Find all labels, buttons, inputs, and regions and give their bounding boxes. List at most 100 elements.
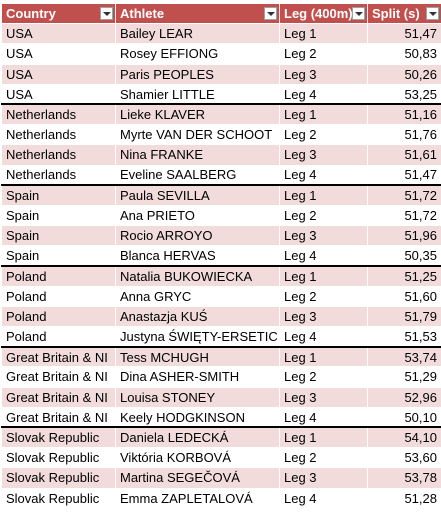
cell-split[interactable]: 51,96 <box>367 225 441 247</box>
cell-split[interactable]: 51,72 <box>367 184 441 206</box>
cell-country[interactable]: Slovak Republic <box>1 426 116 449</box>
cell-leg[interactable]: Leg 4 <box>279 164 368 186</box>
column-header-leg[interactable]: Leg (400m) <box>279 2 368 25</box>
cell-split[interactable]: 51,72 <box>367 204 441 227</box>
cell-split[interactable]: 51,79 <box>367 305 441 328</box>
cell-country[interactable]: Poland <box>1 325 116 348</box>
cell-leg[interactable]: Leg 3 <box>279 386 368 408</box>
cell-country[interactable]: Great Britain & NI <box>1 366 116 388</box>
cell-leg[interactable]: Leg 3 <box>279 63 368 85</box>
cell-country[interactable]: Slovak Republic <box>1 467 116 489</box>
cell-country[interactable]: Poland <box>1 285 116 307</box>
cell-leg[interactable]: Leg 1 <box>279 184 368 206</box>
cell-athlete[interactable]: Martina SEGEČOVÁ <box>115 467 280 489</box>
cell-split[interactable]: 53,25 <box>367 83 441 105</box>
cell-split[interactable]: 51,53 <box>367 325 441 348</box>
cell-leg[interactable]: Leg 3 <box>279 225 368 247</box>
cell-leg[interactable]: Leg 3 <box>279 467 368 489</box>
cell-leg[interactable]: Leg 3 <box>279 144 368 166</box>
cell-split[interactable]: 51,47 <box>367 23 441 45</box>
cell-athlete[interactable]: Natalia BUKOWIECKA <box>115 264 280 287</box>
cell-split[interactable]: 51,28 <box>367 487 441 509</box>
cell-split[interactable]: 50,83 <box>367 43 441 65</box>
cell-country[interactable]: Slovak Republic <box>1 487 116 509</box>
cell-split[interactable]: 50,10 <box>367 406 441 428</box>
cell-leg[interactable]: Leg 1 <box>279 264 368 287</box>
cell-athlete[interactable]: Anna GRYC <box>115 285 280 307</box>
cell-split[interactable]: 51,25 <box>367 264 441 287</box>
cell-split[interactable]: 50,35 <box>367 245 441 267</box>
cell-athlete[interactable]: Dina ASHER-SMITH <box>115 366 280 388</box>
cell-country[interactable]: Spain <box>1 204 116 227</box>
cell-athlete[interactable]: Eveline SAALBERG <box>115 164 280 186</box>
cell-split[interactable]: 54,10 <box>367 426 441 449</box>
cell-leg[interactable]: Leg 1 <box>279 23 368 45</box>
cell-split[interactable]: 51,47 <box>367 164 441 186</box>
cell-split[interactable]: 51,60 <box>367 285 441 307</box>
cell-athlete[interactable]: Tess MCHUGH <box>115 345 280 368</box>
cell-split[interactable]: 51,76 <box>367 124 441 146</box>
cell-leg[interactable]: Leg 3 <box>279 305 368 328</box>
cell-leg[interactable]: Leg 2 <box>279 285 368 307</box>
cell-country[interactable]: Great Britain & NI <box>1 386 116 408</box>
cell-split[interactable]: 53,60 <box>367 447 441 469</box>
cell-leg[interactable]: Leg 4 <box>279 83 368 105</box>
cell-country[interactable]: Slovak Republic <box>1 447 116 469</box>
cell-athlete[interactable]: Blanca HERVAS <box>115 245 280 267</box>
cell-athlete[interactable]: Shamier LITTLE <box>115 83 280 105</box>
cell-athlete[interactable]: Viktória KORBOVÁ <box>115 447 280 469</box>
filter-dropdown-icon[interactable] <box>264 7 277 20</box>
cell-athlete[interactable]: Paula SEVILLA <box>115 184 280 206</box>
cell-country[interactable]: Spain <box>1 184 116 206</box>
cell-split[interactable]: 53,78 <box>367 467 441 489</box>
cell-leg[interactable]: Leg 1 <box>279 345 368 368</box>
cell-athlete[interactable]: Paris PEOPLES <box>115 63 280 85</box>
cell-country[interactable]: Netherlands <box>1 164 116 186</box>
cell-country[interactable]: USA <box>1 23 116 45</box>
cell-country[interactable]: Poland <box>1 264 116 287</box>
filter-dropdown-icon[interactable] <box>426 7 439 20</box>
cell-leg[interactable]: Leg 2 <box>279 43 368 65</box>
cell-split[interactable]: 53,74 <box>367 345 441 368</box>
cell-athlete[interactable]: Rosey EFFIONG <box>115 43 280 65</box>
cell-leg[interactable]: Leg 1 <box>279 103 368 126</box>
cell-leg[interactable]: Leg 4 <box>279 487 368 509</box>
cell-leg[interactable]: Leg 2 <box>279 204 368 227</box>
cell-country[interactable]: Netherlands <box>1 144 116 166</box>
cell-leg[interactable]: Leg 1 <box>279 426 368 449</box>
cell-split[interactable]: 52,96 <box>367 386 441 408</box>
cell-country[interactable]: Spain <box>1 245 116 267</box>
cell-athlete[interactable]: Lieke KLAVER <box>115 103 280 126</box>
cell-leg[interactable]: Leg 2 <box>279 124 368 146</box>
cell-athlete[interactable]: Emma ZAPLETALOVÁ <box>115 487 280 509</box>
column-header-country[interactable]: Country <box>1 2 116 25</box>
cell-country[interactable]: Poland <box>1 305 116 328</box>
cell-leg[interactable]: Leg 2 <box>279 366 368 388</box>
cell-country[interactable]: Netherlands <box>1 103 116 126</box>
column-header-split[interactable]: Split (s) <box>367 2 441 25</box>
cell-country[interactable]: USA <box>1 43 116 65</box>
cell-split[interactable]: 51,16 <box>367 103 441 126</box>
cell-athlete[interactable]: Ana PRIETO <box>115 204 280 227</box>
cell-country[interactable]: Great Britain & NI <box>1 406 116 428</box>
cell-split[interactable]: 51,29 <box>367 366 441 388</box>
filter-dropdown-icon[interactable] <box>100 7 113 20</box>
cell-leg[interactable]: Leg 2 <box>279 447 368 469</box>
cell-athlete[interactable]: Louisa STONEY <box>115 386 280 408</box>
cell-country[interactable]: USA <box>1 83 116 105</box>
cell-athlete[interactable]: Daniela LEDECKÁ <box>115 426 280 449</box>
cell-split[interactable]: 50,26 <box>367 63 441 85</box>
cell-country[interactable]: Netherlands <box>1 124 116 146</box>
cell-leg[interactable]: Leg 4 <box>279 325 368 348</box>
cell-split[interactable]: 51,61 <box>367 144 441 166</box>
cell-athlete[interactable]: Bailey LEAR <box>115 23 280 45</box>
cell-athlete[interactable]: Nina FRANKE <box>115 144 280 166</box>
cell-athlete[interactable]: Anastazja KUŚ <box>115 305 280 328</box>
cell-country[interactable]: USA <box>1 63 116 85</box>
cell-athlete[interactable]: Keely HODGKINSON <box>115 406 280 428</box>
cell-athlete[interactable]: Rocio ARROYO <box>115 225 280 247</box>
cell-country[interactable]: Great Britain & NI <box>1 345 116 368</box>
cell-leg[interactable]: Leg 4 <box>279 406 368 428</box>
cell-country[interactable]: Spain <box>1 225 116 247</box>
cell-athlete[interactable]: Myrte VAN DER SCHOOT <box>115 124 280 146</box>
